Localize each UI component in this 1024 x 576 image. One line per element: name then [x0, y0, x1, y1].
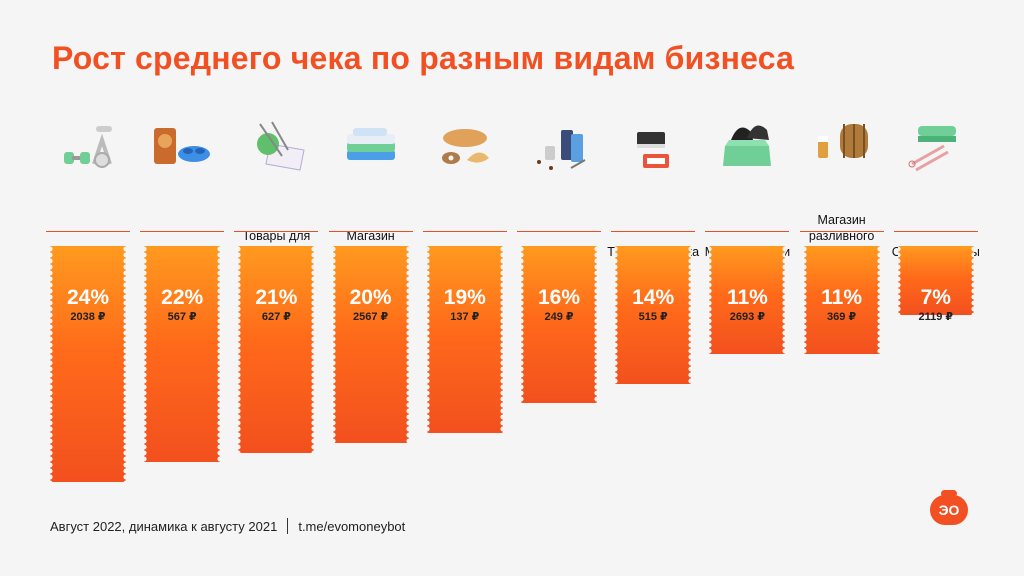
footer-period: Август 2022, динамика к августу 2021: [50, 518, 278, 534]
nail-tools-icon: [898, 110, 974, 180]
bar-receipt: 22% 567 ₽: [144, 246, 221, 462]
footer-separator: [287, 518, 289, 534]
category-divider: [328, 231, 413, 232]
bar-average-check-label: 2119 ₽: [918, 311, 954, 323]
bar-average-check-label: 2038 ₽: [70, 311, 106, 323]
category-divider: [46, 231, 130, 232]
chart-title: Рост среднего чека по разным видам бизне…: [52, 40, 795, 76]
coffee-beans-and-pot-icon: [521, 110, 597, 180]
bar-receipt: 14% 515 ₽: [615, 246, 692, 384]
bar-receipt: 11% 369 ₽: [803, 246, 880, 354]
logo-text: ЭО: [939, 502, 960, 518]
bar-average-check-label: 567 ₽: [167, 311, 197, 323]
folded-clothes-icon: [333, 110, 409, 180]
bar-receipt: 16% 249 ₽: [521, 246, 597, 403]
bar-average-check-label: 515 ₽: [638, 311, 668, 323]
category-divider: [611, 231, 696, 232]
bar-receipt: 24% 2038 ₽: [50, 246, 126, 482]
bar-percent-label: 21%: [255, 286, 298, 309]
bar-percent-label: 11%: [821, 286, 863, 309]
bar-average-check-label: 137 ₽: [450, 311, 480, 323]
bar-percent-label: 19%: [443, 286, 486, 309]
bar-average-check-label: 627 ₽: [261, 311, 291, 323]
category-divider: [422, 231, 507, 232]
bar-percent-label: 24%: [66, 286, 110, 309]
bar-receipt: 20% 2567 ₽: [332, 246, 409, 443]
bar-receipt: 21% 627 ₽: [238, 246, 315, 453]
category-divider: [705, 231, 790, 232]
shoes-in-box-icon: [709, 110, 785, 180]
evo-logo-icon: ЭО: [925, 488, 973, 532]
bar-percent-label: 7%: [920, 286, 951, 309]
beer-barrel-and-glass-icon: [804, 110, 880, 180]
exercise-bike-dumbbells-icon: [50, 110, 126, 180]
bar-percent-label: 14%: [632, 286, 675, 309]
bar-percent-label: 20%: [349, 286, 392, 309]
bar-percent-label: 11%: [726, 286, 768, 309]
yarn-and-knitting-needles-icon: [238, 110, 314, 180]
footer: Август 2022, динамика к августу 2021 t.m…: [50, 518, 405, 534]
category-divider: [893, 231, 978, 232]
bread-croissant-donut-icon: [427, 110, 503, 180]
bar-average-check-label: 2693 ₽: [729, 311, 765, 323]
bar-percent-label: 22%: [161, 286, 204, 309]
bar-receipt: 7% 2119 ₽: [897, 246, 974, 323]
category-divider: [234, 231, 319, 232]
bar-average-check-label: 369 ₽: [827, 311, 857, 323]
category-divider: [140, 231, 225, 232]
footer-telegram-link[interactable]: t.me/evomoneybot: [298, 518, 406, 534]
bar-percent-label: 16%: [537, 286, 581, 309]
category-divider: [799, 231, 884, 232]
bar-average-check-label: 249 ₽: [544, 311, 574, 323]
pet-bowl-and-food-icon: [144, 110, 220, 180]
bar-receipt: 11% 2693 ₽: [709, 246, 786, 354]
bar-average-check-label: 2567 ₽: [353, 311, 389, 323]
category-divider: [517, 231, 601, 232]
cigarette-packs-icon: [615, 110, 691, 180]
bar-receipt: 19% 137 ₽: [426, 246, 503, 433]
